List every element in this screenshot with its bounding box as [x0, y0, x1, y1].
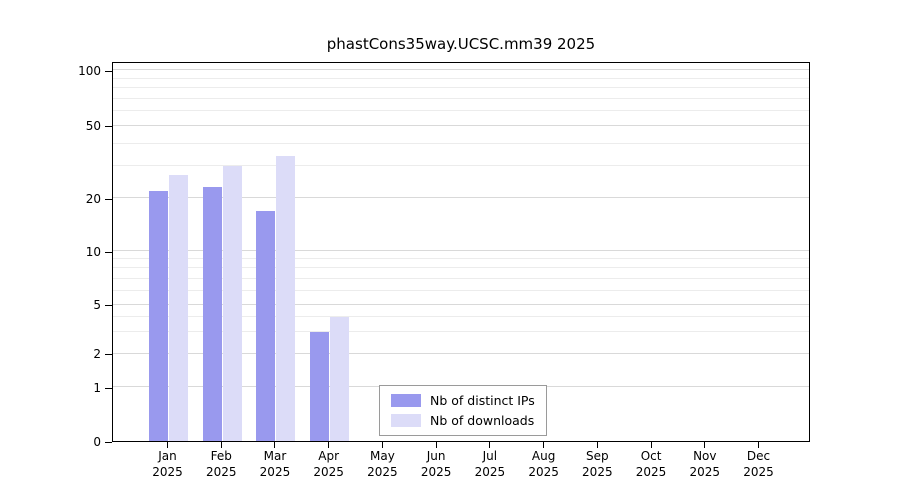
- y-tick-mark: [105, 387, 112, 389]
- minor-gridline: [113, 267, 809, 269]
- x-tick-mark: [381, 442, 383, 448]
- minor-gridline: [113, 331, 809, 333]
- bar-downloads: [222, 166, 242, 441]
- minor-gridline: [113, 165, 809, 167]
- y-tick-label: 100: [78, 63, 101, 78]
- x-tick-label: Aug 2025: [528, 449, 559, 479]
- x-tick-label: Jan 2025: [152, 449, 183, 479]
- x-tick-label: Jul 2025: [474, 449, 506, 479]
- x-tick-mark: [650, 442, 652, 448]
- y-tick-mark: [105, 126, 112, 128]
- y-tick-mark: [105, 305, 112, 307]
- y-tick-label: 5: [93, 298, 101, 313]
- major-gridline: [113, 250, 809, 251]
- legend-swatch: [391, 414, 421, 427]
- y-tick-mark: [105, 251, 112, 253]
- bar-distinct-ips: [202, 187, 222, 441]
- x-tick-mark: [758, 442, 760, 448]
- major-gridline: [113, 69, 809, 71]
- legend-swatch: [391, 394, 421, 407]
- y-tick-label: 10: [85, 244, 101, 259]
- minor-gridline: [113, 142, 809, 144]
- x-tick-label: Dec 2025: [743, 449, 774, 479]
- x-tick-mark: [489, 442, 491, 448]
- legend-entry: Nb of downloads: [391, 413, 535, 428]
- minor-gridline: [113, 77, 809, 79]
- x-tick-label: Feb 2025: [205, 449, 237, 479]
- x-tick-mark: [274, 442, 276, 448]
- legend: Nb of distinct IPs Nb of downloads: [379, 385, 547, 436]
- bar-downloads: [169, 174, 188, 441]
- x-tick-mark: [328, 442, 330, 448]
- chart-title: phastCons35way.UCSC.mm39 2025: [326, 35, 596, 53]
- major-gridline: [113, 197, 809, 199]
- y-tick-label: 1: [93, 380, 101, 395]
- x-tick-mark: [596, 442, 598, 448]
- y-tick-mark: [105, 354, 112, 356]
- x-tick-label: Jun 2025: [420, 449, 452, 479]
- x-tick-mark: [220, 442, 222, 448]
- minor-gridline: [113, 110, 809, 112]
- bar-downloads: [276, 156, 296, 441]
- y-tick-label: 20: [85, 191, 101, 206]
- x-tick-label: May 2025: [367, 449, 398, 479]
- legend-label: Nb of distinct IPs: [430, 393, 535, 408]
- minor-gridline: [113, 277, 809, 279]
- bar-distinct-ips: [256, 210, 276, 441]
- bar-downloads: [330, 316, 350, 441]
- x-tick-mark: [704, 442, 706, 448]
- minor-gridline: [113, 97, 809, 99]
- y-tick-mark: [105, 70, 112, 72]
- major-gridline: [113, 124, 809, 126]
- y-tick-label: 2: [93, 347, 101, 362]
- x-tick-label: Nov 2025: [689, 449, 721, 479]
- x-tick-label: Apr 2025: [313, 449, 344, 479]
- x-tick-label: Sep 2025: [582, 449, 613, 479]
- legend-entry: Nb of distinct IPs: [391, 393, 535, 408]
- y-tick-label: 0: [93, 434, 101, 449]
- major-gridline: [113, 303, 809, 305]
- minor-gridline: [113, 315, 809, 317]
- x-tick-mark: [167, 442, 168, 448]
- x-tick-label: Mar 2025: [259, 449, 291, 479]
- x-tick-label: Oct 2025: [635, 449, 667, 479]
- major-gridline: [113, 352, 809, 354]
- minor-gridline: [113, 289, 809, 291]
- y-tick-mark: [105, 441, 112, 443]
- legend-label: Nb of downloads: [430, 413, 535, 428]
- y-tick-label: 50: [85, 119, 101, 134]
- minor-gridline: [113, 258, 809, 260]
- plot-area: Nb of distinct IPs Nb of downloads: [112, 62, 810, 442]
- bar-distinct-ips: [149, 190, 168, 441]
- x-tick-mark: [543, 442, 545, 448]
- minor-gridline: [113, 87, 809, 89]
- bar-distinct-ips: [310, 332, 330, 441]
- y-tick-mark: [105, 198, 112, 200]
- x-tick-mark: [435, 442, 437, 448]
